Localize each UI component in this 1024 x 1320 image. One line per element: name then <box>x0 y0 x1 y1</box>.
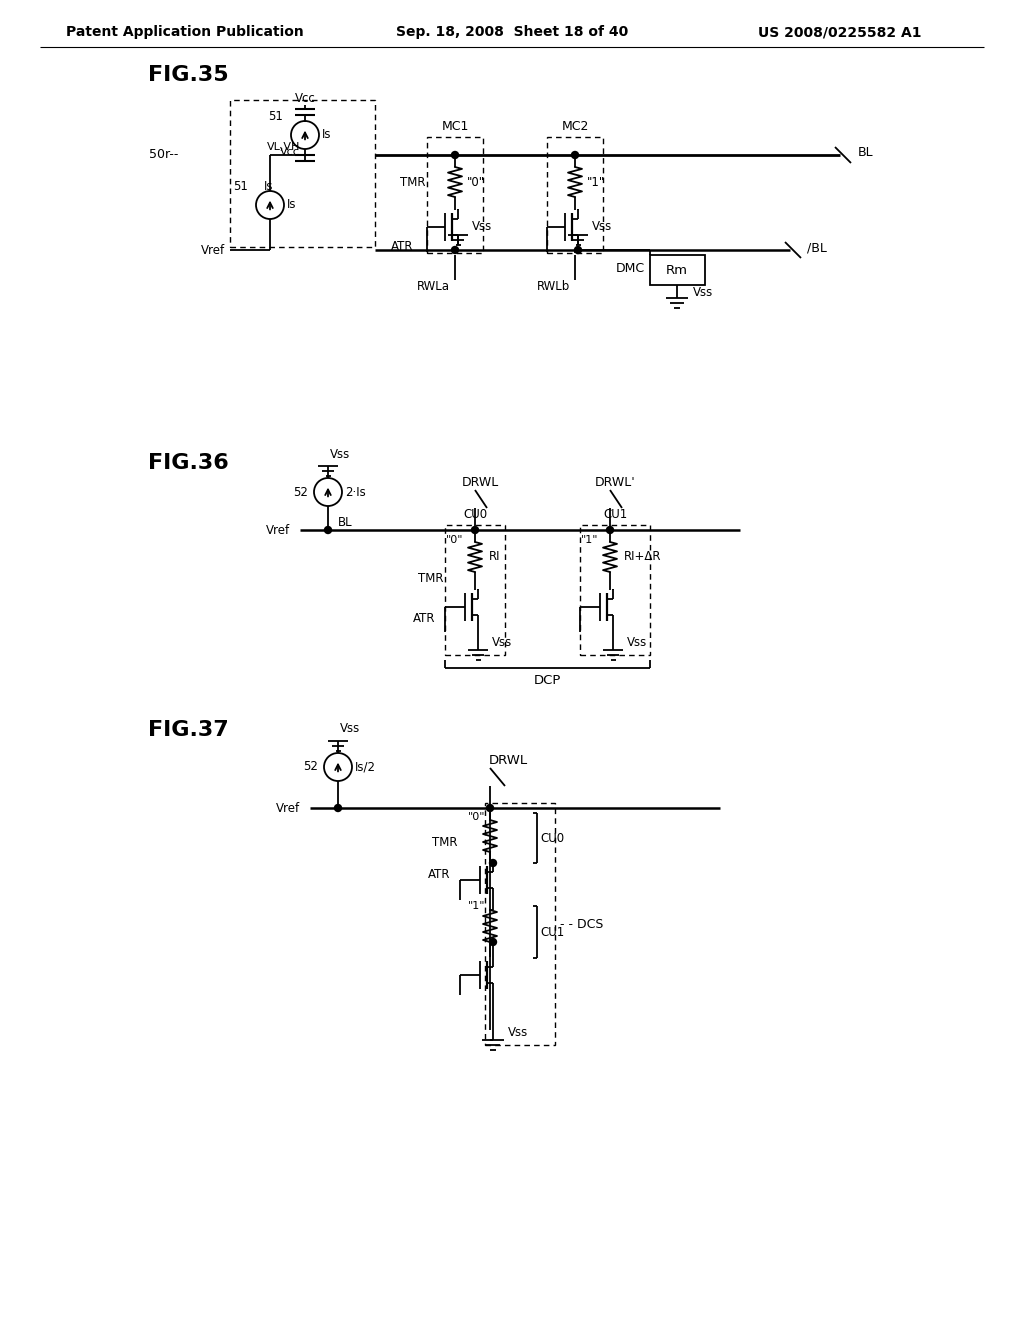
Text: "1": "1" <box>587 176 605 189</box>
Text: VL,VH: VL,VH <box>266 143 300 152</box>
Text: RI: RI <box>489 550 501 564</box>
Text: FIG.36: FIG.36 <box>148 453 228 473</box>
Text: CU1: CU1 <box>540 925 564 939</box>
Text: Sep. 18, 2008  Sheet 18 of 40: Sep. 18, 2008 Sheet 18 of 40 <box>396 25 628 40</box>
Text: DRWL': DRWL' <box>595 475 635 488</box>
Circle shape <box>571 152 579 158</box>
Text: DRWL: DRWL <box>488 754 527 767</box>
Text: Vref: Vref <box>201 243 225 256</box>
Circle shape <box>489 859 497 866</box>
Text: Vcc: Vcc <box>281 147 300 157</box>
Text: "0": "0" <box>467 176 485 189</box>
Text: Vss: Vss <box>508 1026 528 1039</box>
Text: Vss: Vss <box>472 220 493 234</box>
Text: FIG.35: FIG.35 <box>148 65 228 84</box>
Bar <box>230 100 375 247</box>
Text: Is: Is <box>287 198 297 211</box>
Text: Rm: Rm <box>666 264 688 276</box>
Circle shape <box>606 527 613 533</box>
Text: Vss: Vss <box>693 285 714 298</box>
Text: CU0: CU0 <box>463 508 487 521</box>
Circle shape <box>452 152 459 158</box>
Text: "1": "1" <box>581 535 598 545</box>
Text: MC2: MC2 <box>561 120 589 133</box>
Text: Vss: Vss <box>627 635 647 648</box>
Text: Vref: Vref <box>266 524 290 536</box>
Text: TMR: TMR <box>399 176 425 189</box>
Text: "0": "0" <box>468 812 485 822</box>
Text: RWLb: RWLb <box>537 281 570 293</box>
Text: DCP: DCP <box>534 673 561 686</box>
Text: 51: 51 <box>233 181 248 194</box>
Text: DMC: DMC <box>615 261 645 275</box>
Text: Is/2: Is/2 <box>355 760 376 774</box>
Text: Is: Is <box>264 181 273 194</box>
Text: 52: 52 <box>303 760 318 774</box>
Text: - - DCS: - - DCS <box>560 917 603 931</box>
Text: US 2008/0225582 A1: US 2008/0225582 A1 <box>758 25 922 40</box>
Text: "1": "1" <box>468 902 485 911</box>
Text: ATR: ATR <box>390 240 413 253</box>
Text: CU0: CU0 <box>540 832 564 845</box>
Text: ATR: ATR <box>413 612 435 626</box>
Text: Vref: Vref <box>275 801 300 814</box>
Text: CU1: CU1 <box>603 508 627 521</box>
Circle shape <box>325 527 332 533</box>
Text: Vss: Vss <box>340 722 360 735</box>
Text: RWLa: RWLa <box>417 281 450 293</box>
Text: "0": "0" <box>445 535 463 545</box>
Text: /BL: /BL <box>807 242 826 255</box>
Text: Is: Is <box>322 128 332 141</box>
Text: FIG.37: FIG.37 <box>148 719 228 741</box>
Text: DRWL: DRWL <box>462 475 499 488</box>
Text: 2·Is: 2·Is <box>345 486 366 499</box>
Text: Vss: Vss <box>592 220 612 234</box>
Bar <box>547 137 603 253</box>
Text: MC1: MC1 <box>441 120 469 133</box>
Circle shape <box>335 804 341 812</box>
Text: RI+ΔR: RI+ΔR <box>624 550 662 564</box>
Bar <box>427 137 483 253</box>
Bar <box>445 525 505 655</box>
Circle shape <box>471 527 478 533</box>
Circle shape <box>452 247 459 253</box>
Bar <box>580 525 650 655</box>
Text: Patent Application Publication: Patent Application Publication <box>67 25 304 40</box>
Text: ATR: ATR <box>427 869 450 882</box>
Circle shape <box>489 939 497 945</box>
Bar <box>650 255 705 285</box>
Text: TMR: TMR <box>432 837 458 850</box>
Bar <box>485 803 555 1045</box>
Text: Vss: Vss <box>492 635 512 648</box>
Text: BL: BL <box>858 147 873 160</box>
Text: 52: 52 <box>293 486 308 499</box>
Text: BL: BL <box>338 516 352 528</box>
Text: Vss: Vss <box>330 447 350 461</box>
Circle shape <box>486 804 494 812</box>
Text: 50r--: 50r-- <box>148 149 178 161</box>
Text: 51: 51 <box>268 111 283 124</box>
Circle shape <box>574 247 582 253</box>
Text: TMR: TMR <box>418 572 443 585</box>
Text: Vcc: Vcc <box>295 92 315 106</box>
